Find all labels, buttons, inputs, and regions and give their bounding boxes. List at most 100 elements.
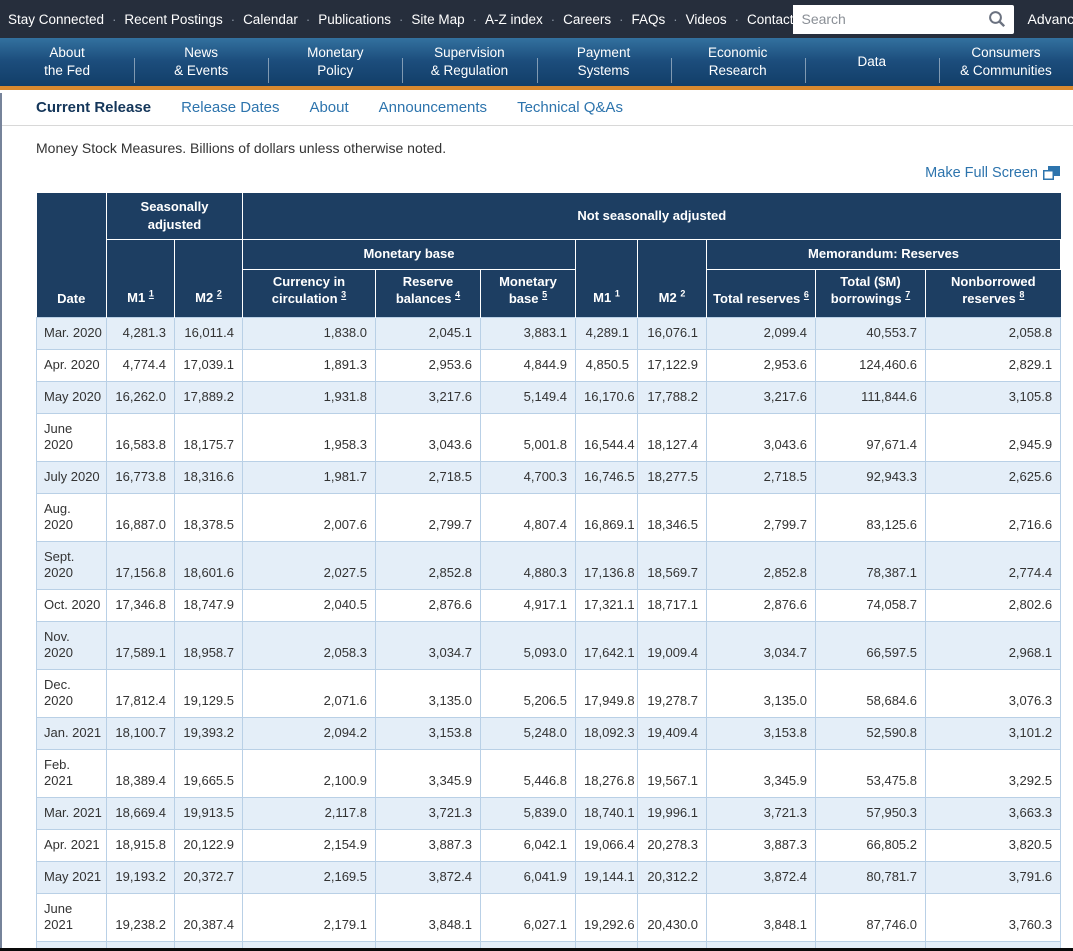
value-cell: 97,671.4 [815, 412, 926, 462]
value-cell: 2,058.8 [924, 316, 1062, 350]
date-cell: Jan. 2021 [36, 716, 107, 750]
value-cell: 16,544.4 [575, 412, 638, 462]
table-row: June 2021 19,238.2 20,387.4 2,179.1 3,848.1 6… [36, 892, 1062, 942]
value-cell: 18,100.7 [106, 716, 175, 750]
search-button[interactable] [980, 5, 1014, 34]
footnote-ref-1-nsa: 1 [614, 288, 620, 299]
value-cell: 18,740.1 [575, 796, 638, 830]
value-cell: 2,045.1 [375, 316, 481, 350]
tab-technical-qas[interactable]: Technical Q&As [517, 99, 623, 116]
utility-link-az-index[interactable]: A-Z index [465, 12, 543, 27]
utility-link-recent-postings[interactable]: Recent Postings [104, 12, 222, 27]
value-cell: 66,597.5 [815, 620, 926, 670]
value-cell: 20,122.9 [174, 828, 243, 862]
value-cell: 2,169.5 [242, 860, 376, 894]
nav-item-monetary-policy[interactable]: Monetary Policy [268, 38, 402, 86]
value-cell: 16,869.1 [575, 492, 638, 542]
value-cell: 66,805.2 [815, 828, 926, 862]
value-cell: 17,346.8 [106, 588, 175, 622]
search-input[interactable] [793, 4, 981, 34]
utility-link-videos[interactable]: Videos [665, 12, 727, 27]
value-cell: 3,217.6 [706, 380, 816, 414]
footnote-ref-2-nsa: 2 [680, 288, 686, 299]
value-cell: 18,277.5 [637, 460, 707, 494]
footnote-ref-5[interactable]: 5 [542, 289, 548, 300]
value-cell: 16,583.8 [106, 412, 175, 462]
utility-link-publications[interactable]: Publications [298, 12, 391, 27]
value-cell: 80,781.7 [815, 860, 926, 894]
table-body: Mar. 2020 4,281.3 16,011.4 1,838.0 2,045.1 3,… [36, 316, 1062, 951]
value-cell: 53,475.8 [815, 748, 926, 798]
value-cell: 3,791.6 [924, 860, 1062, 894]
footnote-ref-1[interactable]: 1 [148, 288, 154, 299]
tab-announcements[interactable]: Announcements [378, 99, 488, 116]
col-header-total-borrowings: Total ($M) borrowings 7 [815, 268, 926, 318]
value-cell: 19,292.6 [575, 892, 638, 942]
date-cell: Nov. 2020 [36, 620, 107, 670]
utility-link-site-map[interactable]: Site Map [391, 12, 464, 27]
value-cell: 83,125.6 [815, 492, 926, 542]
footnote-ref-8[interactable]: 8 [1019, 289, 1025, 300]
value-cell: 2,829.1 [924, 348, 1062, 382]
tab-current-release[interactable]: Current Release [36, 99, 152, 116]
value-cell: 2,027.5 [242, 540, 376, 590]
value-cell: 4,700.3 [480, 460, 576, 494]
value-cell: 2,718.5 [706, 460, 816, 494]
table-row: Sept. 2020 17,156.8 18,601.6 2,027.5 2,852.8… [36, 540, 1062, 590]
value-cell: 4,850.5 [575, 348, 638, 382]
value-cell: 16,773.8 [106, 460, 175, 494]
value-cell: 2,953.6 [706, 348, 816, 382]
value-cell: 16,746.5 [575, 460, 638, 494]
utility-link-faqs[interactable]: FAQs [611, 12, 665, 27]
date-cell: Sept. 2020 [36, 540, 107, 590]
value-cell: 17,812.4 [106, 668, 175, 718]
value-cell: 17,642.1 [575, 620, 638, 670]
value-cell: 3,076.3 [924, 668, 1062, 718]
value-cell: 19,278.7 [637, 668, 707, 718]
footnote-ref-3[interactable]: 3 [341, 289, 347, 300]
utility-link-careers[interactable]: Careers [543, 12, 611, 27]
nav-item-data[interactable]: Data [804, 38, 939, 86]
date-cell: Feb. 2021 [36, 748, 107, 798]
table-row: Nov. 2020 17,589.1 18,958.7 2,058.3 3,034.7 5… [36, 620, 1062, 670]
value-cell: 2,968.1 [924, 620, 1062, 670]
advanced-search-link[interactable]: Advanced [1027, 11, 1073, 27]
date-cell: Apr. 2021 [36, 828, 107, 862]
value-cell: 16,262.0 [106, 380, 175, 414]
value-cell: 58,684.6 [815, 668, 926, 718]
footnote-ref-6[interactable]: 6 [803, 289, 809, 300]
nav-item-news-events[interactable]: News & Events [134, 38, 268, 86]
footnote-ref-4[interactable]: 4 [455, 289, 461, 300]
value-cell: 2,953.6 [375, 348, 481, 382]
nav-item-about-the-fed[interactable]: About the Fed [44, 45, 90, 78]
value-cell: 16,011.4 [174, 316, 243, 350]
utility-link-calendar[interactable]: Calendar [223, 12, 298, 27]
value-cell: 2,945.9 [924, 412, 1062, 462]
footnote-ref-7[interactable]: 7 [905, 289, 911, 300]
date-cell: June 2021 [36, 892, 107, 942]
value-cell: 19,144.1 [575, 860, 638, 894]
make-full-screen-link[interactable]: Make Full Screen [925, 165, 1060, 181]
nav-item-payment-systems[interactable]: Payment Systems [536, 38, 671, 86]
nav-item-supervision-regulation[interactable]: Supervision & Regulation [402, 38, 536, 86]
nav-item-consumers-communities[interactable]: Consumers & Communities [938, 38, 1073, 86]
date-cell: Oct. 2020 [36, 588, 107, 622]
value-cell: 19,996.1 [637, 796, 707, 830]
tab-release-dates[interactable]: Release Dates [181, 99, 280, 116]
value-cell: 2,799.7 [706, 492, 816, 542]
value-cell: 17,136.8 [575, 540, 638, 590]
nav-item-economic-research[interactable]: Economic Research [670, 38, 805, 86]
value-cell: 4,844.9 [480, 348, 576, 382]
utility-link-contact[interactable]: Contact [727, 12, 794, 27]
utility-link-stay-connected[interactable]: Stay Connected [8, 11, 105, 27]
group-header-monetary-base: Monetary base [242, 238, 576, 270]
section-tabs: Current Release Release Dates About Anno… [0, 90, 1073, 126]
value-cell: 18,717.1 [637, 588, 707, 622]
value-cell: 3,292.5 [924, 748, 1062, 798]
footnote-ref-2[interactable]: 2 [216, 288, 222, 299]
date-cell: Mar. 2020 [36, 316, 107, 350]
value-cell: 17,039.1 [174, 348, 243, 382]
value-cell: 19,009.4 [637, 620, 707, 670]
value-cell: 4,281.3 [106, 316, 175, 350]
tab-about[interactable]: About [309, 99, 349, 116]
